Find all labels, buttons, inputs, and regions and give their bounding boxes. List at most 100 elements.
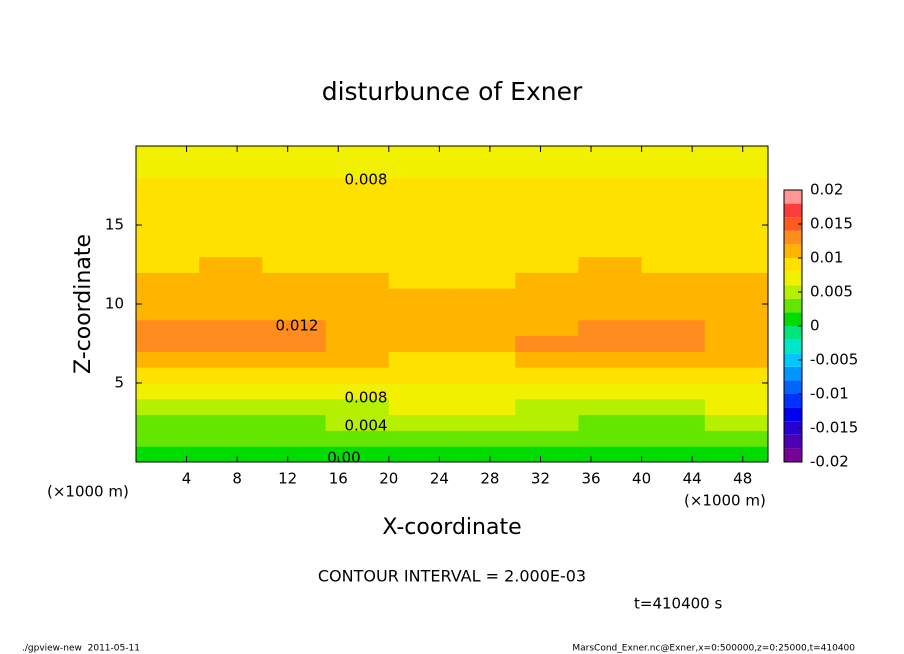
- field-cell: [704, 351, 769, 368]
- colorbar-band: [784, 285, 802, 299]
- field-cell: [515, 398, 579, 416]
- field-cell: [578, 383, 643, 400]
- field-cell: [136, 335, 200, 352]
- x-unit: (×1000 m): [684, 492, 766, 510]
- field-cell: [452, 304, 516, 321]
- field-cell: [515, 304, 579, 321]
- field-cell: [136, 240, 200, 258]
- field-cell: [578, 304, 643, 321]
- field-cell: [452, 383, 516, 400]
- field-cell: [515, 161, 579, 179]
- field-cell: [199, 256, 263, 273]
- field-cell: [325, 398, 390, 416]
- field-cell: [452, 225, 516, 242]
- field-cell: [452, 367, 516, 384]
- field-cell: [262, 193, 327, 210]
- field-cell: [388, 319, 453, 337]
- field-cell: [704, 146, 769, 163]
- x-tick-label: 48: [733, 470, 752, 488]
- colorbar-band: [784, 434, 802, 449]
- field-cell: [325, 304, 390, 321]
- field-cell: [388, 446, 453, 463]
- field-cell: [262, 146, 327, 163]
- field-cell: [704, 161, 769, 179]
- field-cell: [578, 367, 643, 384]
- x-tick-label: 40: [632, 470, 651, 488]
- field-cell: [515, 272, 579, 289]
- field-cell: [578, 209, 643, 226]
- field-cell: [136, 146, 200, 163]
- field-cell: [704, 319, 769, 337]
- field-cell: [262, 414, 327, 431]
- field-cell: [515, 446, 579, 463]
- footer-left: ./gpview-new 2011-05-11: [22, 644, 140, 654]
- field-cell: [641, 209, 706, 226]
- field-cell: [641, 446, 706, 463]
- field-cell: [641, 319, 706, 337]
- field-cell: [325, 414, 390, 431]
- field-cell: [704, 304, 769, 321]
- field-cell: [262, 319, 327, 337]
- field-cell: [515, 430, 579, 447]
- field-cell: [136, 272, 200, 289]
- colorbar-tick-label: -0.015: [810, 419, 858, 437]
- field-cell: [452, 209, 516, 226]
- chart-title: disturbunce of Exner: [322, 77, 583, 106]
- colorbar-band: [784, 421, 802, 435]
- field-cell: [578, 161, 643, 179]
- field-cell: [388, 177, 453, 194]
- field-cell: [641, 335, 706, 352]
- field-cell: [578, 225, 643, 242]
- field-cell: [199, 225, 263, 242]
- field-cell: [641, 414, 706, 431]
- y-axis-label: Z-coordinate: [71, 234, 96, 374]
- field-cell: [136, 177, 200, 194]
- field-cell: [578, 430, 643, 447]
- field-cell: [704, 367, 769, 384]
- field-cell: [704, 256, 769, 273]
- colorbar-band: [784, 312, 802, 326]
- field-cell: [515, 225, 579, 242]
- field-cell: [515, 193, 579, 210]
- field-cell: [452, 351, 516, 368]
- field-cell: [452, 398, 516, 416]
- colorbar-band: [784, 203, 802, 218]
- field-cell: [578, 398, 643, 416]
- field-cell: [136, 398, 200, 416]
- field-cell: [136, 446, 200, 463]
- field-cell: [578, 193, 643, 210]
- field-cell: [578, 240, 643, 258]
- field-cell: [452, 319, 516, 337]
- field-cell: [704, 272, 769, 289]
- x-tick-label: 24: [430, 470, 449, 488]
- field-cell: [388, 256, 453, 273]
- field-cell: [325, 319, 390, 337]
- field-cell: [578, 335, 643, 352]
- x-tick-label: 4: [182, 470, 192, 488]
- field-cell: [325, 256, 390, 273]
- field-cell: [325, 288, 390, 305]
- field-cell: [199, 398, 263, 416]
- colorbar-tick-label: 0.005: [810, 283, 853, 301]
- field-cell: [641, 398, 706, 416]
- field-cell: [325, 446, 390, 463]
- field-cell: [136, 430, 200, 447]
- field-cell: [452, 446, 516, 463]
- field-cell: [704, 288, 769, 305]
- x-tick-label: 8: [232, 470, 242, 488]
- field-cell: [388, 335, 453, 352]
- field-cell: [262, 430, 327, 447]
- field-cell: [641, 288, 706, 305]
- field-cell: [641, 161, 706, 179]
- x-tick-label: 20: [379, 470, 398, 488]
- x-tick-label: 28: [480, 470, 499, 488]
- field-cell: [262, 209, 327, 226]
- contour-label: 0.008: [345, 171, 388, 189]
- field-cell: [388, 414, 453, 431]
- field-cell: [704, 398, 769, 416]
- colorbar-tick-label: -0.02: [810, 453, 849, 471]
- field-cell: [704, 240, 769, 258]
- colorbar-tick-label: 0.015: [810, 215, 853, 233]
- field-cell: [325, 272, 390, 289]
